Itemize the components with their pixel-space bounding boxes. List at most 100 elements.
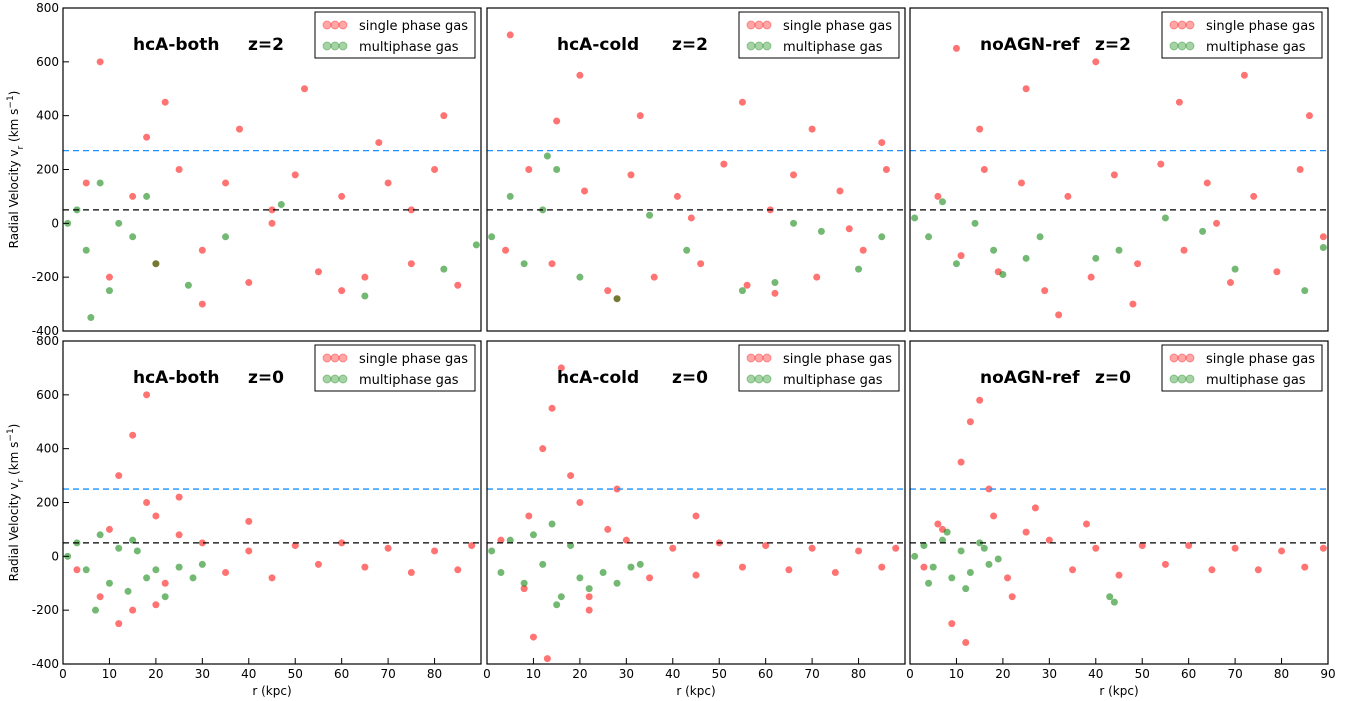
- point: [985, 560, 993, 568]
- point: [994, 555, 1002, 563]
- point: [175, 493, 183, 501]
- point: [1087, 273, 1095, 281]
- point: [1203, 179, 1211, 187]
- legend-marker: [338, 374, 348, 384]
- legend-marker: [1177, 374, 1187, 384]
- point: [222, 233, 230, 241]
- panel-redshift: z=0: [1095, 368, 1131, 388]
- point: [291, 171, 299, 179]
- point: [971, 219, 979, 227]
- point: [161, 593, 169, 601]
- legend-label: multiphase gas: [783, 373, 883, 388]
- point: [1161, 214, 1169, 222]
- panel-redshift: z=2: [672, 35, 708, 55]
- point: [1301, 287, 1309, 295]
- point: [543, 152, 551, 160]
- point: [539, 560, 547, 568]
- point: [613, 579, 621, 587]
- legend-marker: [1169, 353, 1179, 363]
- point: [627, 563, 635, 571]
- point: [627, 171, 635, 179]
- point: [245, 279, 253, 287]
- point: [687, 214, 695, 222]
- x-tick-label: 40: [665, 667, 680, 681]
- legend-marker: [746, 374, 756, 384]
- legend-marker: [330, 374, 340, 384]
- point: [235, 125, 243, 133]
- point: [604, 287, 612, 295]
- point: [980, 166, 988, 173]
- point: [129, 192, 137, 200]
- legend-label: single phase gas: [359, 352, 468, 367]
- point: [929, 563, 937, 571]
- point: [957, 547, 965, 555]
- point: [143, 192, 151, 200]
- point: [175, 531, 183, 539]
- point: [488, 233, 496, 241]
- point: [966, 418, 974, 426]
- legend-box: [1161, 344, 1323, 392]
- point: [189, 574, 197, 582]
- point: [1319, 233, 1327, 241]
- y-tick-label: 800: [36, 1, 59, 15]
- point: [96, 179, 104, 187]
- panel: [910, 396, 1328, 646]
- legend-marker: [746, 353, 756, 363]
- legend-box: [738, 344, 900, 392]
- point: [836, 187, 844, 195]
- panel: [487, 364, 905, 663]
- point: [1254, 566, 1262, 574]
- point: [198, 300, 206, 308]
- panel-redshift: z=0: [248, 368, 284, 388]
- point: [1319, 244, 1327, 252]
- point: [585, 585, 593, 593]
- point: [567, 542, 575, 550]
- y-axis-label-part: −1: [6, 95, 16, 108]
- point: [268, 219, 276, 227]
- panel: [487, 31, 905, 303]
- point: [506, 192, 514, 200]
- point: [338, 539, 346, 547]
- point: [454, 281, 462, 289]
- point: [198, 560, 206, 568]
- x-tick-label: 50: [712, 667, 727, 681]
- point: [557, 593, 565, 601]
- point: [790, 219, 798, 227]
- point: [440, 112, 448, 120]
- point: [999, 270, 1007, 278]
- point: [73, 566, 81, 574]
- legend-marker: [746, 20, 756, 30]
- x-tick-label: 60: [1181, 667, 1196, 681]
- x-tick-label: 10: [102, 667, 117, 681]
- point: [152, 260, 160, 268]
- point: [697, 260, 705, 268]
- point: [878, 139, 886, 147]
- point: [143, 133, 151, 141]
- x-tick-label: 0: [906, 667, 914, 681]
- point: [82, 246, 90, 254]
- y-axis-label-part: (km s: [7, 442, 21, 479]
- point: [738, 563, 746, 571]
- point: [314, 268, 322, 276]
- point: [222, 568, 230, 576]
- point: [301, 85, 309, 93]
- point: [92, 606, 100, 614]
- point: [738, 98, 746, 106]
- y-tick-label: -400: [32, 657, 59, 671]
- point: [673, 192, 681, 200]
- y-tick-label: -200: [32, 270, 59, 284]
- point: [990, 512, 998, 520]
- point: [692, 512, 700, 520]
- point: [161, 579, 169, 587]
- x-tick-label: 60: [758, 667, 773, 681]
- point: [291, 542, 299, 550]
- x-tick-label: 30: [195, 667, 210, 681]
- legend-marker: [338, 41, 348, 51]
- point: [152, 512, 160, 520]
- point: [878, 233, 886, 241]
- point: [831, 568, 839, 576]
- point: [384, 179, 392, 187]
- legend-marker: [754, 20, 764, 30]
- point: [1092, 58, 1100, 66]
- point: [129, 536, 137, 544]
